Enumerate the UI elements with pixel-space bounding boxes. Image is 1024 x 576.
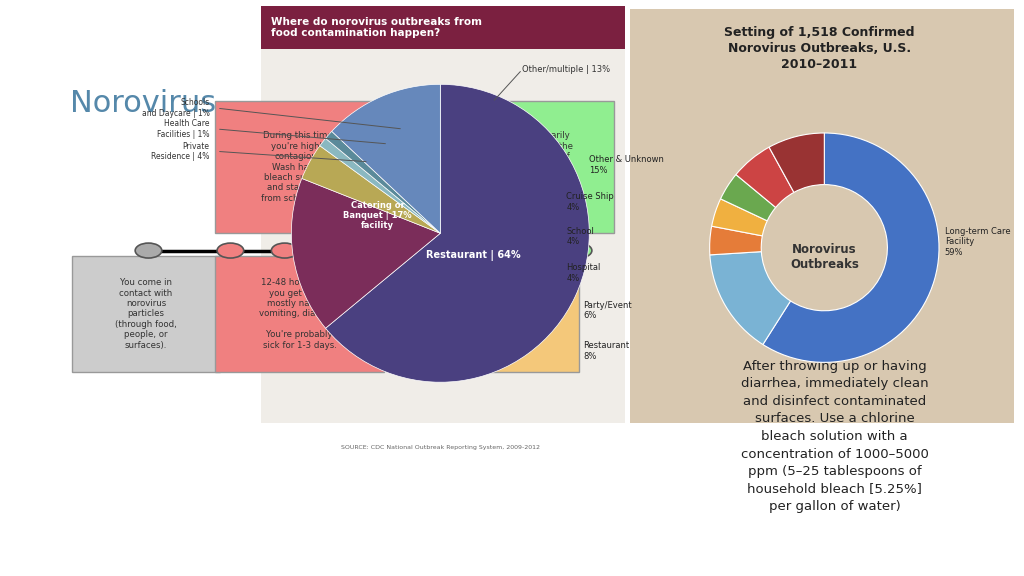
Wedge shape: [721, 175, 776, 221]
Wedge shape: [736, 147, 794, 207]
Text: Private
Residence | 4%: Private Residence | 4%: [152, 142, 210, 161]
FancyBboxPatch shape: [215, 101, 384, 233]
Text: Cruise Ship
4%: Cruise Ship 4%: [566, 192, 614, 211]
Text: Schools
and Daycare | 1%: Schools and Daycare | 1%: [141, 98, 210, 118]
Text: Party/Event
6%: Party/Event 6%: [584, 301, 632, 320]
Text: You come in
contact with
norovirus
particles
(through food,
people, or
surfaces): You come in contact with norovirus parti…: [115, 278, 177, 350]
Wedge shape: [292, 179, 440, 328]
Wedge shape: [710, 252, 791, 344]
Text: After throwing up or having
diarrhea, immediately clean
and disinfect contaminat: After throwing up or having diarrhea, im…: [740, 360, 929, 513]
Circle shape: [271, 243, 298, 258]
Text: Other/multiple | 13%: Other/multiple | 13%: [522, 65, 610, 74]
Circle shape: [565, 243, 592, 258]
Text: Norovirus
Outbreaks: Norovirus Outbreaks: [790, 243, 859, 271]
FancyBboxPatch shape: [445, 101, 614, 233]
FancyBboxPatch shape: [215, 256, 384, 372]
Wedge shape: [769, 133, 824, 192]
Circle shape: [325, 243, 351, 258]
Wedge shape: [763, 133, 939, 362]
Text: Restaurant
8%: Restaurant 8%: [584, 341, 630, 361]
Wedge shape: [302, 146, 440, 233]
Text: School
4%: School 4%: [566, 226, 594, 246]
Circle shape: [217, 243, 244, 258]
Wedge shape: [332, 84, 440, 233]
Wedge shape: [326, 84, 589, 382]
Text: Setting of 1,518 Confirmed
Norovirus Outbreaks, U.S.
2010–2011: Setting of 1,518 Confirmed Norovirus Out…: [724, 26, 914, 71]
Text: Health Care
Facilities | 1%: Health Care Facilities | 1%: [157, 119, 210, 139]
Text: During this time,
you're highly
contagious!
Wash hands,
bleach surfaces,
and sta: During this time, you're highly contagio…: [261, 131, 338, 203]
Text: Other & Unknown
15%: Other & Unknown 15%: [589, 156, 665, 175]
Circle shape: [450, 243, 476, 258]
Text: 12-48 hours later,
you get sick—
mostly nausea,
vomiting, diarrhea.

You're prob: 12-48 hours later, you get sick— mostly …: [259, 278, 340, 350]
FancyBboxPatch shape: [261, 6, 625, 49]
Wedge shape: [712, 199, 767, 236]
FancyBboxPatch shape: [630, 9, 1014, 423]
Text: Where do norovirus outbreaks from
food contamination happen?: Where do norovirus outbreaks from food c…: [271, 17, 482, 39]
Text: Norovirus: Norovirus: [71, 89, 216, 118]
Text: SOURCE: CDC National Outbreak Reporting System, 2009-2012: SOURCE: CDC National Outbreak Reporting …: [341, 445, 540, 450]
Text: Restaurant | 64%: Restaurant | 64%: [426, 250, 520, 261]
Wedge shape: [319, 138, 440, 233]
Wedge shape: [326, 131, 440, 233]
Text: You're temporarily
immune against the
particular strain of
norovirus you had.
Bu: You're temporarily immune against the pa…: [486, 131, 573, 203]
Text: 2 weeks later,
you still could be
shedding viral
particles.
Keep washing
those h: 2 weeks later, you still could be sheddi…: [463, 283, 536, 344]
FancyBboxPatch shape: [72, 256, 220, 372]
FancyBboxPatch shape: [420, 256, 579, 372]
Wedge shape: [710, 226, 762, 255]
Text: Catering or
Banquet | 17%
facility: Catering or Banquet | 17% facility: [343, 200, 412, 230]
Text: Long-term Care
Facility
59%: Long-term Care Facility 59%: [945, 227, 1011, 257]
Text: Hospital
4%: Hospital 4%: [566, 263, 601, 283]
Circle shape: [135, 243, 162, 258]
FancyBboxPatch shape: [261, 9, 625, 423]
